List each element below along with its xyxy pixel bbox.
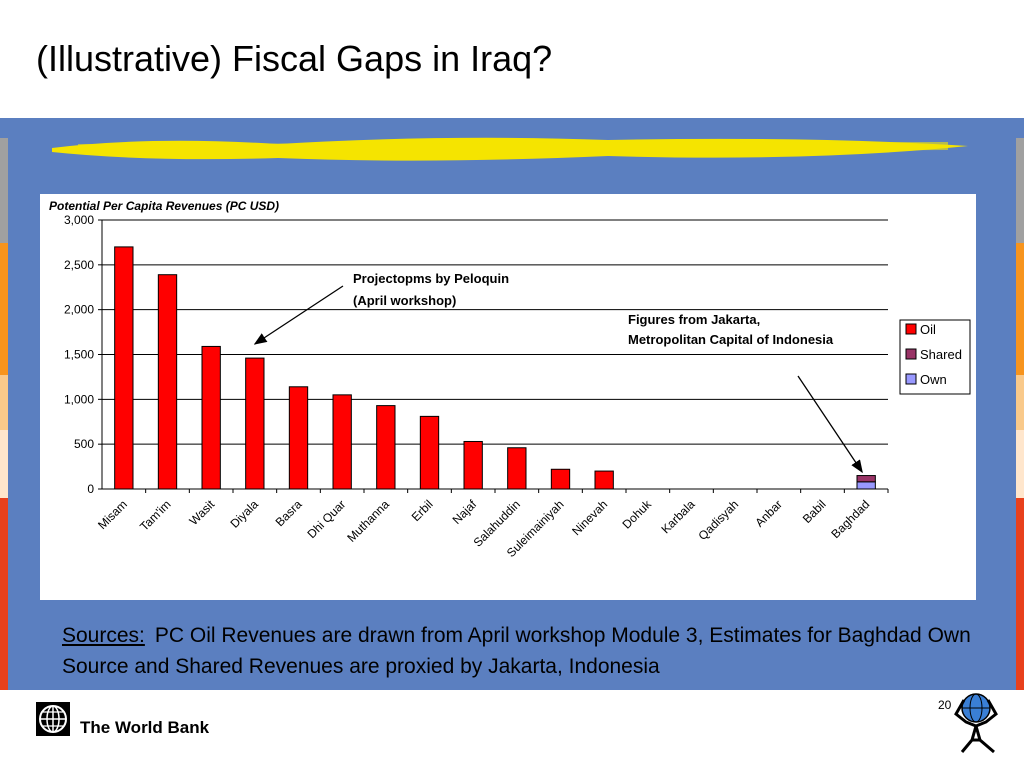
legend-label: Oil (920, 322, 936, 337)
world-bank-globe-logo (36, 702, 70, 736)
x-tick-label: Najaf (450, 497, 480, 527)
x-tick-label: Anbar (752, 497, 785, 530)
bar-oil (288, 386, 309, 490)
annotation-text: Metropolitan Capital of Indonesia (628, 332, 834, 347)
x-tick-label: Muthanna (344, 497, 392, 545)
atlas-globe-icon (954, 693, 998, 754)
stripe-segment (1016, 243, 1024, 375)
bar-oil (201, 345, 221, 490)
bar-chart: Potential Per Capita Revenues (PC USD) 0 5… (49, 199, 971, 560)
y-tick-label: 2,000 (64, 303, 94, 317)
legend-label: Own (920, 372, 947, 387)
bar-oil (114, 246, 134, 490)
stripe-segment (1016, 430, 1024, 498)
highlighter-stroke (52, 137, 968, 161)
x-tick-label: Qadisyah (696, 497, 742, 543)
bar-oil (419, 415, 440, 490)
annotation-text: Projectopms by Peloquin (353, 271, 509, 286)
sources-text: PC Oil Revenues are drawn from April wor… (62, 624, 971, 678)
legend-swatch (905, 373, 917, 385)
x-tick-label: Erbil (409, 497, 436, 524)
x-tick-label: Baghdad (828, 497, 872, 541)
y-tick-label: 1,500 (64, 348, 94, 362)
chart-title: Potential Per Capita Revenues (PC USD) (49, 199, 279, 213)
bar-oil (463, 440, 483, 490)
footer (0, 690, 1024, 768)
chart-panel: Potential Per Capita Revenues (PC USD) 0 5… (40, 194, 976, 600)
x-tick-label: Babil (800, 497, 829, 526)
x-tick-label: Ninevah (569, 497, 610, 538)
bar-oil (507, 447, 527, 490)
x-tick-label: Dohuk (620, 497, 655, 532)
x-tick-label: Tam'im (137, 497, 174, 534)
annotation-arrow (797, 375, 863, 474)
annotation-arrow (253, 285, 344, 345)
slide-title: (Illustrative) Fiscal Gaps in Iraq? (36, 38, 553, 79)
bar-oil (157, 274, 178, 490)
page-number: 20 (938, 698, 952, 712)
stripe-segment (0, 243, 8, 375)
sources-label: Sources: (62, 624, 145, 647)
legend-label: Shared (920, 347, 962, 362)
x-tick-label: Basra (273, 497, 305, 529)
right-color-stripe (1016, 0, 1024, 768)
annotation-text: Figures from Jakarta, (628, 312, 760, 327)
stripe-segment (0, 430, 8, 498)
x-tick-label: Diyala (227, 497, 261, 531)
stripe-segment (1016, 118, 1024, 138)
stripe-segment (0, 118, 8, 138)
bar-oil (594, 470, 614, 490)
stripe-segment (1016, 375, 1024, 430)
world-bank-brand: The World Bank (80, 718, 210, 737)
x-tick-label: Karbala (658, 497, 697, 536)
y-tick-label: 0 (87, 482, 94, 496)
stripe-segment (1016, 138, 1024, 243)
bar-oil (550, 468, 571, 490)
stripe-segment (0, 0, 8, 118)
stripe-segment (1016, 498, 1024, 768)
x-tick-label: Wasit (186, 497, 217, 528)
stripe-segment (0, 138, 8, 243)
sources-note: Sources: PC Oil Revenues are drawn from A… (62, 620, 1012, 682)
y-tick-label: 2,500 (64, 258, 94, 272)
legend-swatch (905, 348, 917, 360)
y-tick-label: 1,000 (64, 392, 94, 406)
legend-swatch (905, 323, 917, 335)
bar-oil (376, 405, 396, 490)
bar-oil (245, 357, 265, 490)
y-tick-label: 500 (74, 437, 94, 451)
stripe-segment (1016, 0, 1024, 118)
y-tick-label: 3,000 (64, 213, 94, 227)
bar-own (856, 481, 876, 490)
bar-shared (856, 475, 876, 483)
stripe-segment (0, 498, 8, 768)
bar-oil (332, 394, 352, 490)
x-tick-label: Misam (95, 497, 130, 532)
left-color-stripe (0, 0, 8, 768)
stripe-segment (0, 375, 8, 430)
annotation-text: (April workshop) (353, 293, 456, 308)
x-tick-label: Dhi Quar (304, 497, 348, 541)
